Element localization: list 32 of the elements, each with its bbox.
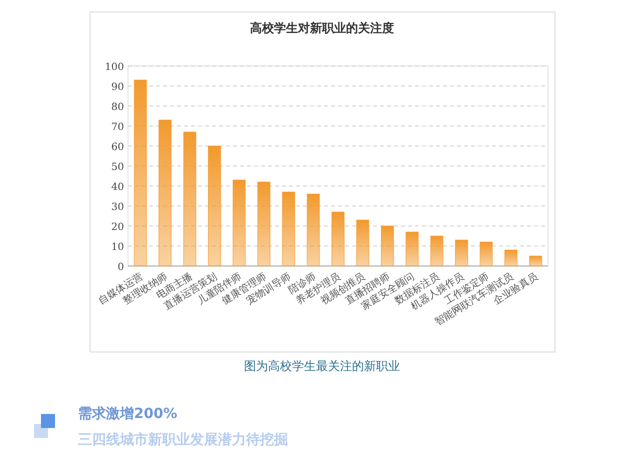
bar	[380, 226, 394, 266]
y-tick-label: 60	[111, 142, 124, 153]
text: 需求激增200%	[78, 406, 178, 422]
text: 图为高校学生最关注的新职业	[244, 359, 400, 373]
bar	[282, 192, 296, 266]
bar	[158, 120, 172, 266]
y-tick-label: 100	[104, 62, 124, 73]
y-tick-label: 80	[111, 102, 124, 113]
bar	[232, 180, 246, 266]
bar	[134, 80, 147, 266]
bar	[306, 194, 320, 266]
y-tick-label: 70	[111, 122, 124, 133]
y-tick-label: 30	[111, 202, 124, 213]
y-tick-label: 20	[111, 222, 124, 233]
text: 三四线城市新职业发展潜力待挖掘	[78, 431, 288, 448]
bar	[208, 146, 221, 266]
y-tick-label: 40	[111, 182, 124, 193]
y-tick-label: 0	[118, 262, 124, 273]
bar	[183, 132, 196, 266]
bar	[257, 182, 270, 266]
bar	[332, 212, 344, 266]
bar	[430, 236, 444, 266]
bar	[356, 220, 370, 266]
bar	[529, 256, 542, 266]
bar	[455, 240, 468, 266]
bar	[504, 250, 518, 266]
y-tick-label: 90	[111, 82, 124, 93]
chart-title: 高校学生对新职业的关注度	[250, 21, 394, 35]
bar	[480, 242, 493, 266]
y-tick-label: 10	[111, 242, 124, 253]
y-tick-label: 50	[111, 162, 124, 173]
bar	[406, 232, 419, 266]
